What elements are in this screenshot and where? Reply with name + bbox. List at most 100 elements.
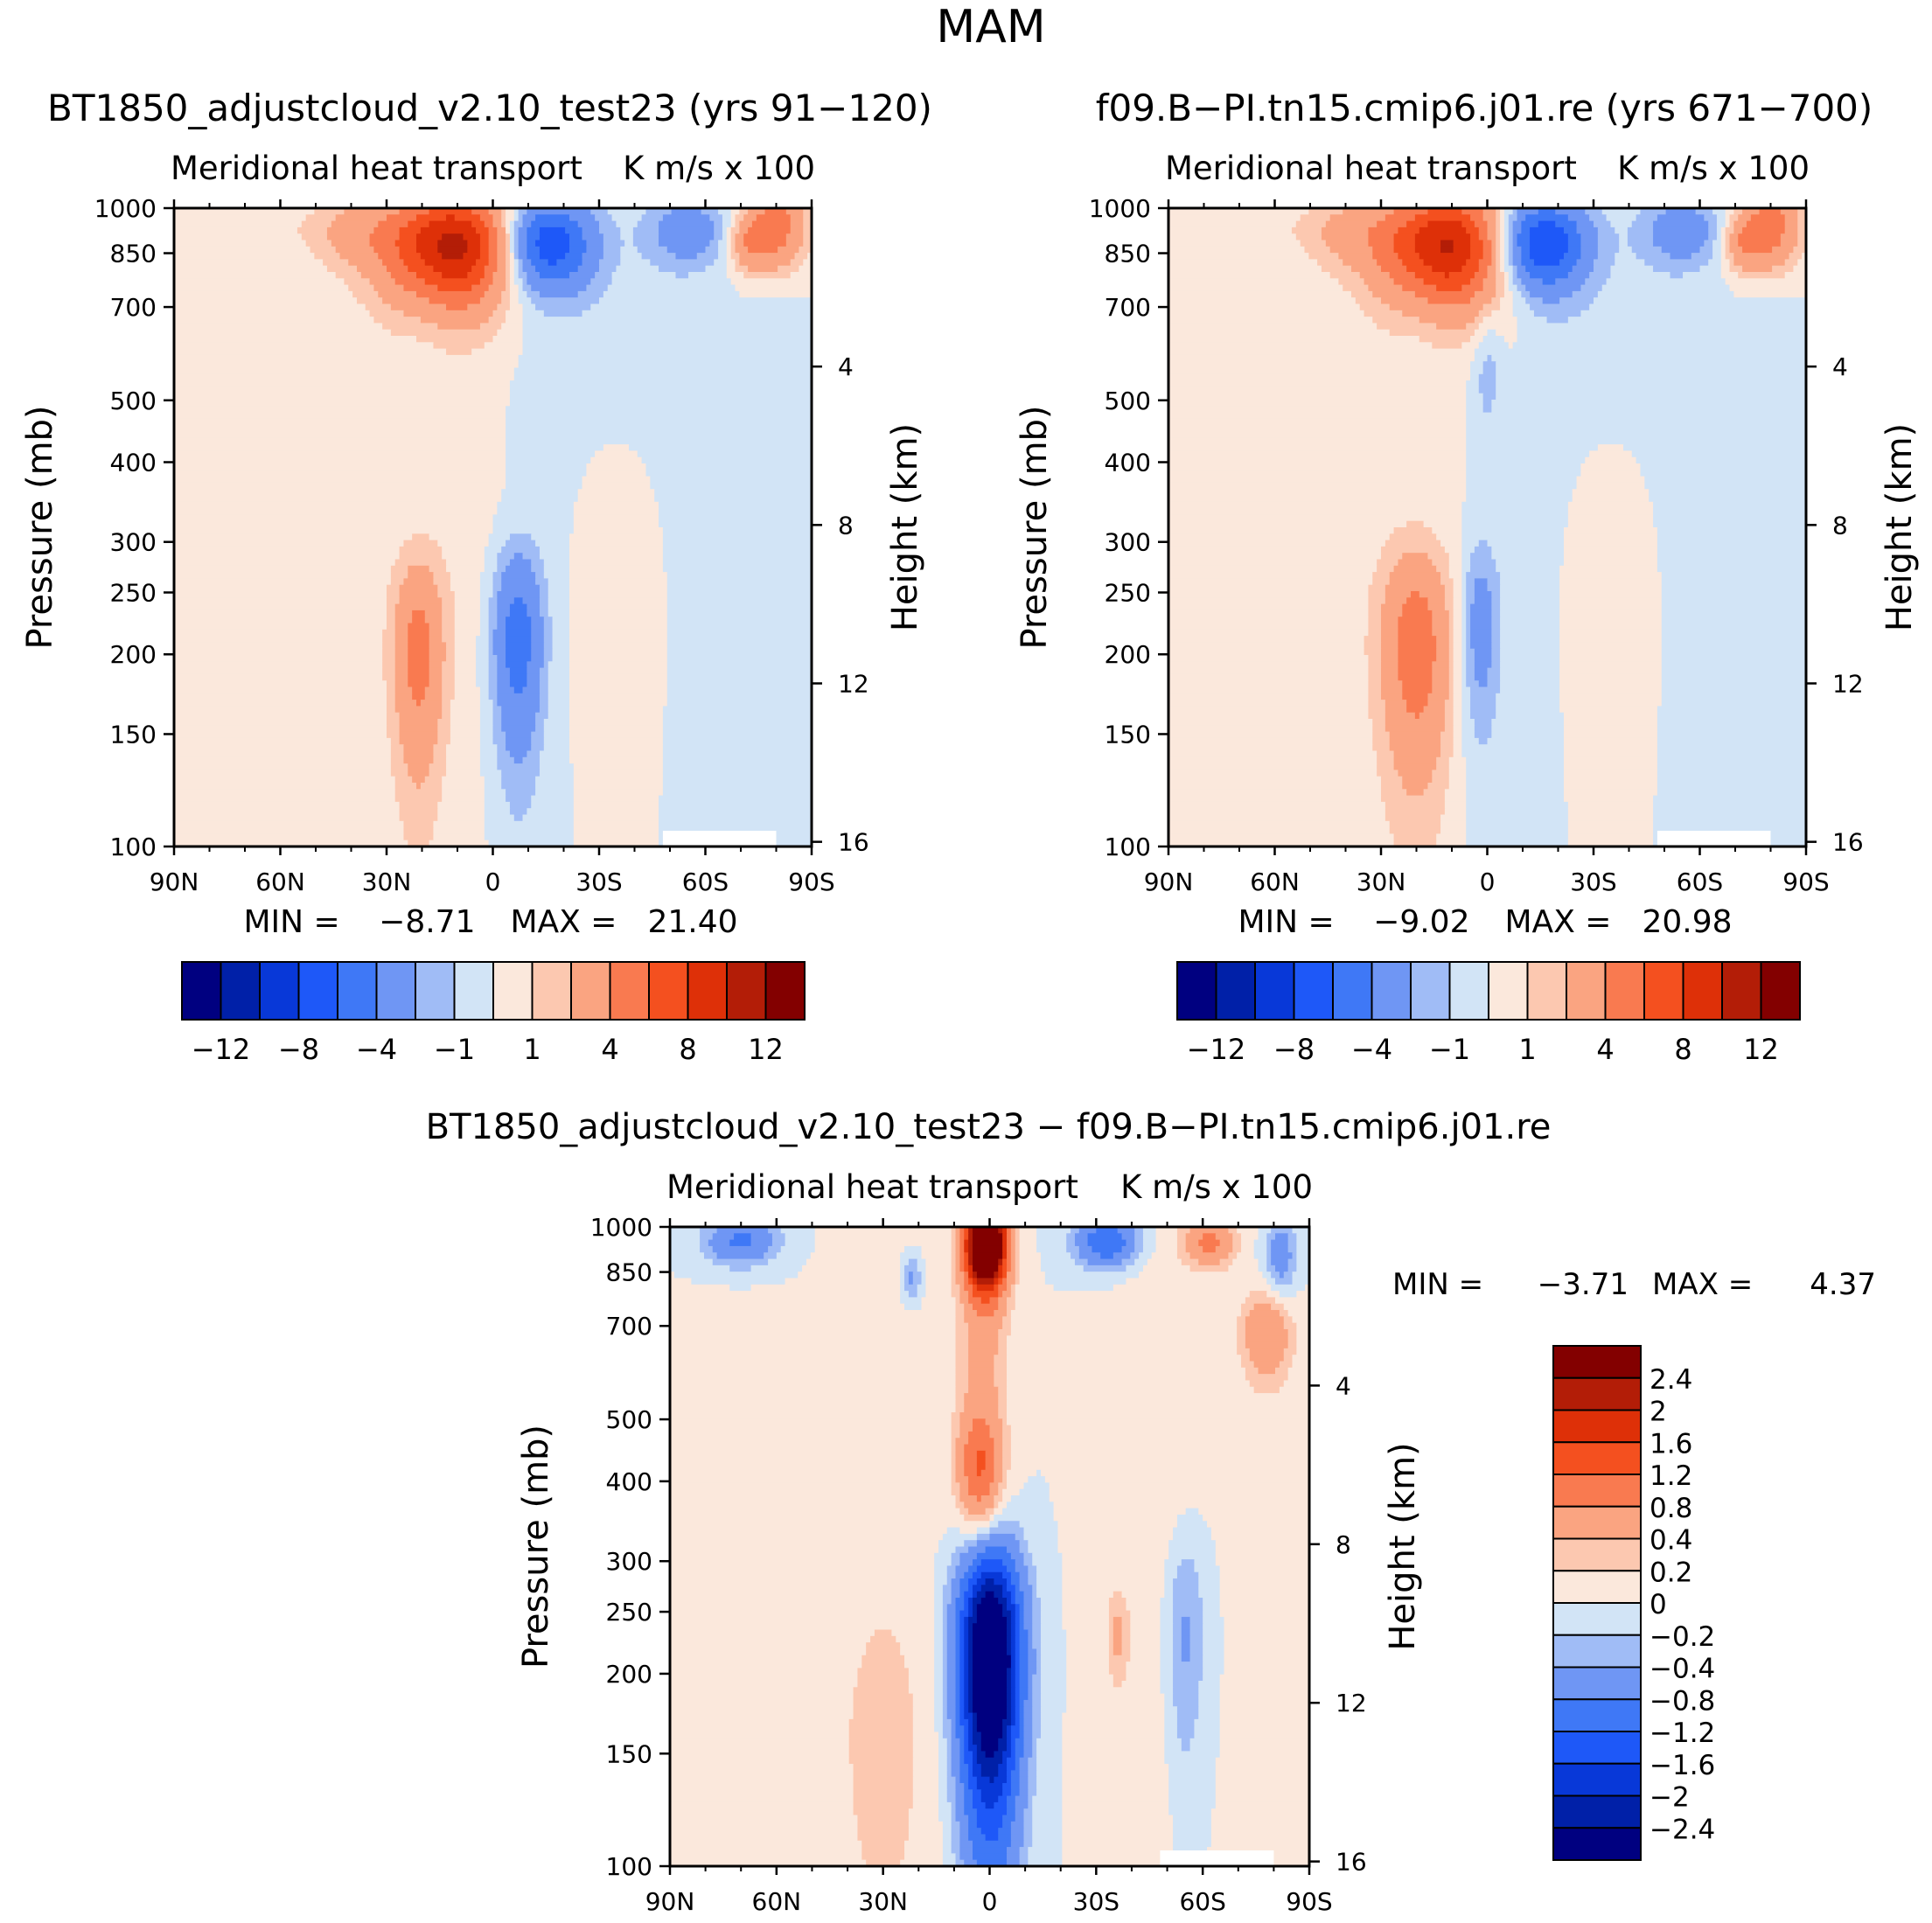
colorbar-label: 2.4 (1650, 1364, 1692, 1396)
colorbar-label: 0.4 (1650, 1525, 1692, 1557)
colorbar-box (1254, 961, 1295, 1021)
colorbar-label: 1 (523, 1033, 541, 1066)
colorbar-label: −12 (192, 1033, 251, 1066)
y-tick-label: 100 (606, 1852, 652, 1881)
colorbar-label: −0.2 (1650, 1621, 1715, 1653)
case-title: BT1850_adjustcloud_v2.10_test23 − f09.B−… (426, 1107, 1552, 1147)
panel-mam-cmip6: f09.B−PI.tn15.cmip6.j01.re (yrs 671−700)… (1015, 87, 1920, 1066)
y-tick-label: 250 (1105, 579, 1151, 608)
contour-field (670, 1227, 1310, 1867)
y-tick-label: 1000 (94, 194, 157, 223)
colorbar-label: −4 (1351, 1033, 1392, 1066)
colorbar-box (726, 961, 767, 1021)
y-tick-label: 300 (110, 528, 157, 557)
y-tick-label: 150 (606, 1739, 652, 1768)
left-string: Meridional heat transport (666, 1168, 1078, 1206)
colorbar-box (1552, 1794, 1642, 1829)
colorbar-label: −1 (1429, 1033, 1470, 1066)
max-label: MAX = (1652, 1267, 1753, 1302)
left-string: Meridional heat transport (171, 150, 582, 187)
height-tick-label: 16 (838, 828, 869, 857)
colorbar-label: 1.2 (1650, 1460, 1692, 1492)
colorbar-box (1552, 1409, 1642, 1444)
colorbar-label: 0.8 (1650, 1493, 1692, 1524)
colorbar-box (570, 961, 611, 1021)
x-tick-label: 60S (682, 867, 729, 896)
colorbar-box (1410, 961, 1451, 1021)
colorbar-box (220, 961, 261, 1021)
colorbar-label: 4 (1596, 1033, 1614, 1066)
colorbar-box (1604, 961, 1645, 1021)
colorbar-box (1552, 1698, 1642, 1732)
x-tick-label: 0 (1480, 867, 1496, 896)
colorbar-box (648, 961, 689, 1021)
colorbar-label: 12 (748, 1033, 784, 1066)
colorbar-box (1552, 1474, 1642, 1508)
height-tick-label: 12 (1832, 669, 1864, 698)
colorbar-label: −2.4 (1650, 1814, 1715, 1845)
x-tick-label: 0 (485, 867, 501, 896)
colorbar-box (1552, 1570, 1642, 1604)
colorbar: 2.421.61.20.80.40.20−0.2−0.4−0.8−1.2−1.6… (1552, 1345, 1715, 1861)
height-tick-label: 4 (1832, 352, 1848, 381)
y-axis-label: Pressure (mb) (516, 1425, 556, 1669)
colorbar-label: −2 (1650, 1782, 1690, 1814)
y-tick-label: 500 (1105, 387, 1151, 415)
colorbar: −12 −8 −4 −1 1 4 8 12 (181, 961, 806, 1066)
y-tick-label: 850 (110, 240, 157, 268)
y-tick-label: 150 (1105, 720, 1151, 749)
surface-mask (1160, 1850, 1274, 1866)
y-tick-label: 400 (110, 448, 157, 477)
surface-mask (1656, 831, 1771, 847)
y-tick-label: 200 (606, 1660, 652, 1689)
colorbar-label: 0 (1650, 1589, 1667, 1620)
contour-field (174, 208, 813, 847)
max-value: 21.40 (647, 904, 737, 940)
colorbar-box (1552, 1827, 1642, 1861)
colorbar-box (1488, 961, 1529, 1021)
colorbar: −12 −8 −4 −1 1 4 8 12 (1176, 961, 1801, 1066)
right-string: K m/s x 100 (1120, 1168, 1313, 1206)
colorbar-box (1552, 1376, 1642, 1411)
x-tick-label: 60S (1179, 1887, 1225, 1916)
x-tick-label: 90S (788, 867, 834, 896)
colorbar-box (1176, 961, 1217, 1021)
colorbar-box (531, 961, 572, 1021)
colorbar-box (1552, 1441, 1642, 1475)
x-tick-label: 90N (1144, 867, 1194, 896)
colorbar-box (1643, 961, 1684, 1021)
colorbar-box (1332, 961, 1373, 1021)
x-tick-label: 30N (362, 867, 412, 896)
contour-field (1168, 208, 1807, 847)
colorbar-box (297, 961, 338, 1021)
y-tick-label: 500 (606, 1405, 652, 1434)
colorbar-label: −0.4 (1650, 1654, 1715, 1685)
colorbar-box (1552, 1762, 1642, 1797)
colorbar-label: −1.2 (1650, 1717, 1715, 1749)
colorbar-box (1552, 1505, 1642, 1540)
y-tick-label: 200 (1105, 640, 1151, 669)
y-tick-label: 700 (1105, 293, 1151, 322)
x-tick-label: 60S (1677, 867, 1723, 896)
colorbar-box (1760, 961, 1801, 1021)
colorbar-box (764, 961, 806, 1021)
colorbar-label: 0.2 (1650, 1557, 1692, 1588)
colorbar-box (1552, 1345, 1642, 1379)
colorbar-label: −8 (278, 1033, 319, 1066)
colorbar-box (1215, 961, 1256, 1021)
height-tick-label: 16 (1336, 1848, 1367, 1877)
colorbar-box (1552, 1537, 1642, 1572)
x-tick-label: 30N (858, 1887, 908, 1916)
colorbar-label: 8 (679, 1033, 696, 1066)
height-tick-label: 12 (1336, 1689, 1367, 1717)
height-tick-label: 4 (838, 352, 854, 381)
colorbar-box (259, 961, 300, 1021)
y-tick-label: 400 (1105, 448, 1151, 477)
y-tick-label: 700 (110, 293, 157, 322)
colorbar-box (453, 961, 494, 1021)
height-tick-label: 16 (1832, 828, 1864, 857)
colorbar-label: 4 (601, 1033, 618, 1066)
panel-mam-difference: BT1850_adjustcloud_v2.10_test23 − f09.B−… (426, 1107, 1876, 1916)
x-tick-label: 60N (255, 867, 305, 896)
colorbar-box (337, 961, 378, 1021)
